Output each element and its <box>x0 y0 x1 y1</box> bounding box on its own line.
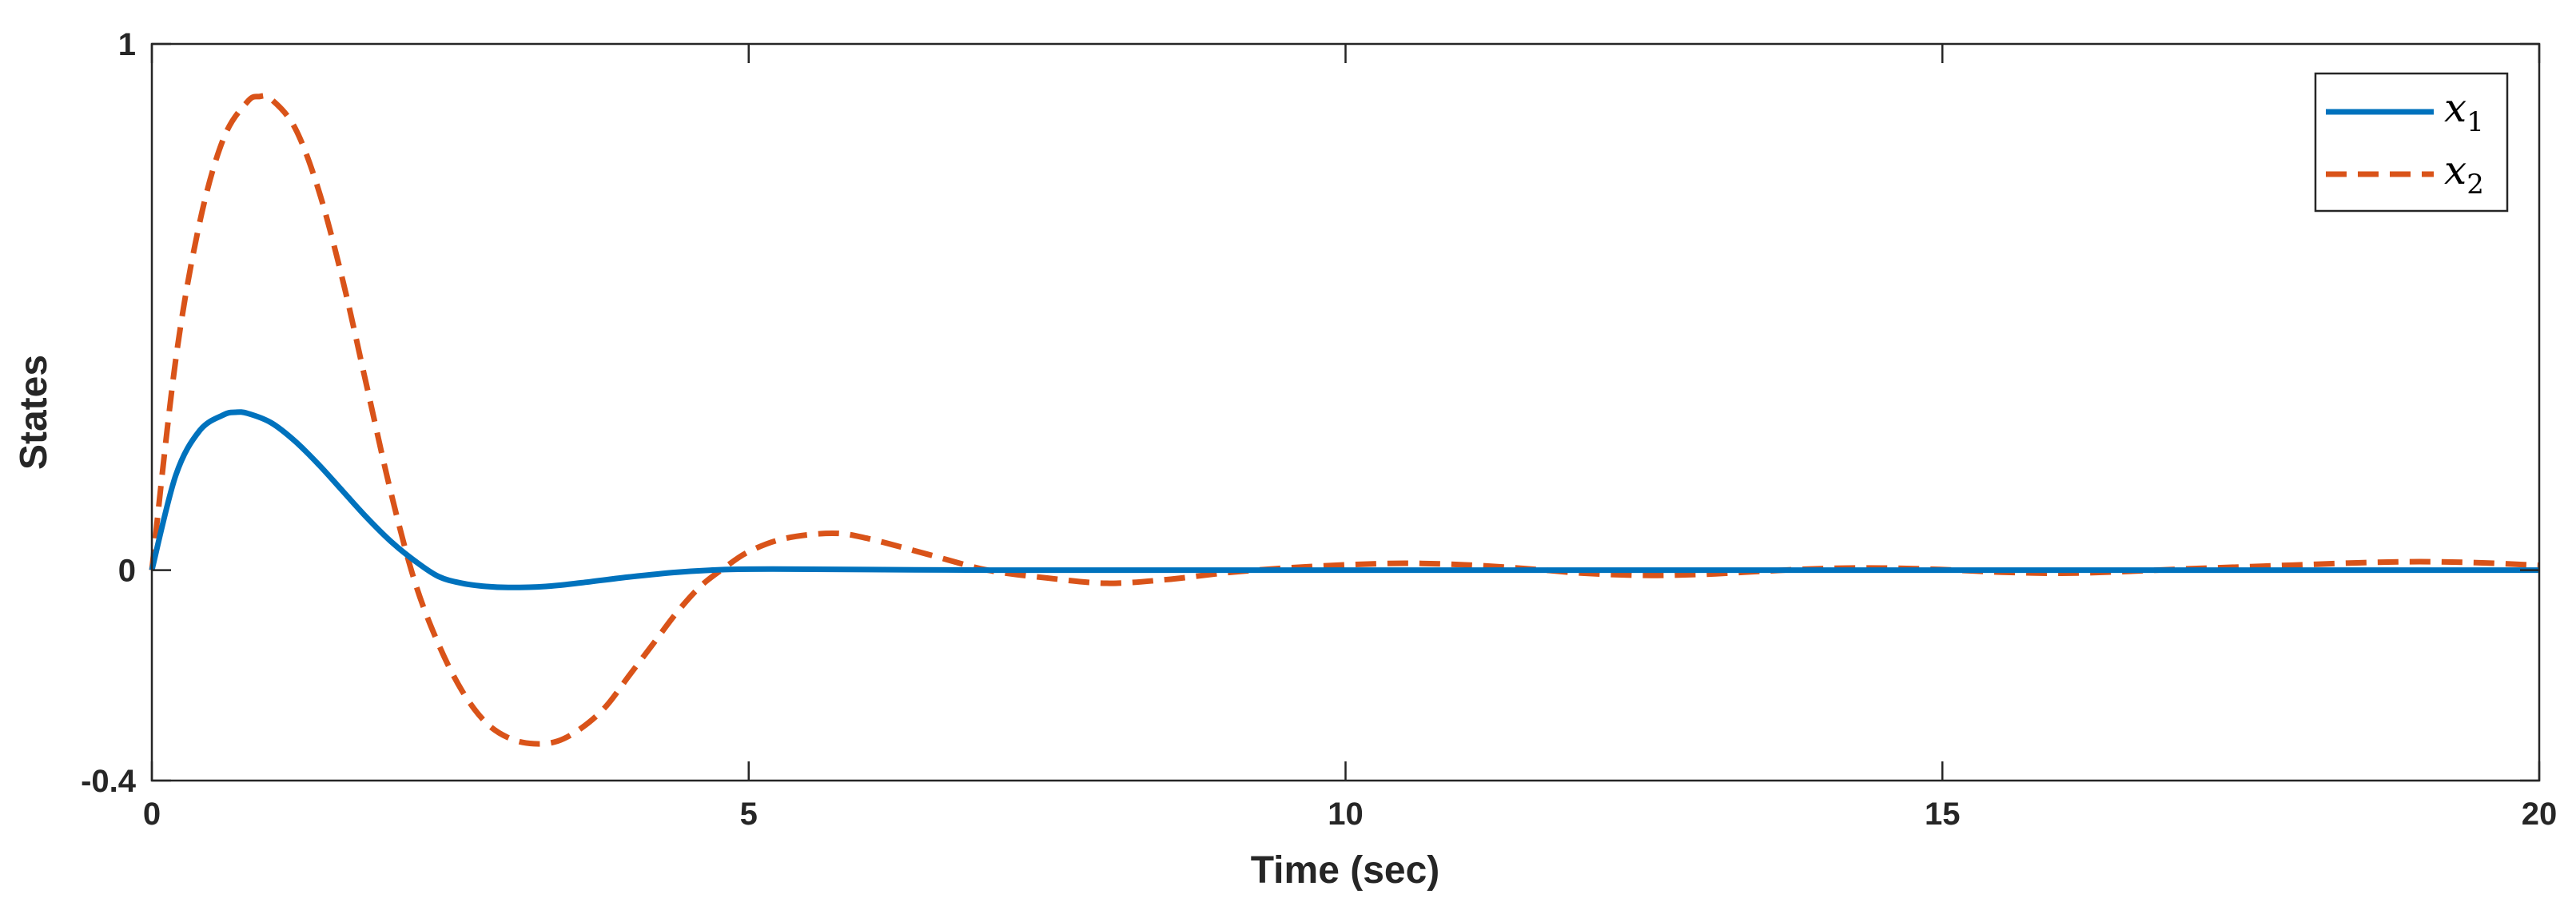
legend-label-x1-sub: 1 <box>2467 106 2484 138</box>
legend-label-x2-sub: 2 <box>2467 169 2484 201</box>
x-tick-label: 10 <box>1328 797 1364 832</box>
legend-label-x1: x1 <box>2444 85 2484 138</box>
x-axis-label: Time (sec) <box>1251 849 1440 892</box>
legend-box <box>2314 72 2509 213</box>
series-line-x1 <box>149 409 2539 590</box>
y-axis-label: States <box>13 355 55 470</box>
legend-label-x1-main: x <box>2444 85 2467 131</box>
plot-background <box>152 44 2539 781</box>
x-tick-label: 5 <box>740 797 758 832</box>
y-tick-label: 1 <box>118 27 136 62</box>
y-tick-label: 0 <box>118 554 136 589</box>
legend-label-x2-main: x <box>2444 147 2467 193</box>
x-tick-label: 20 <box>2522 797 2558 832</box>
tick-labels-layer: 0 5 10 15 20-0.401 <box>81 27 2557 832</box>
x-tick-label: 0 <box>143 797 161 832</box>
y-tick-label: -0.4 <box>81 764 137 799</box>
series-layer <box>149 93 2540 747</box>
x-tick-label: 15 <box>1925 797 1961 832</box>
legend: x1 x2 <box>2314 72 2509 213</box>
legend-label-x2: x2 <box>2444 147 2484 201</box>
plot-frame <box>150 42 2541 782</box>
